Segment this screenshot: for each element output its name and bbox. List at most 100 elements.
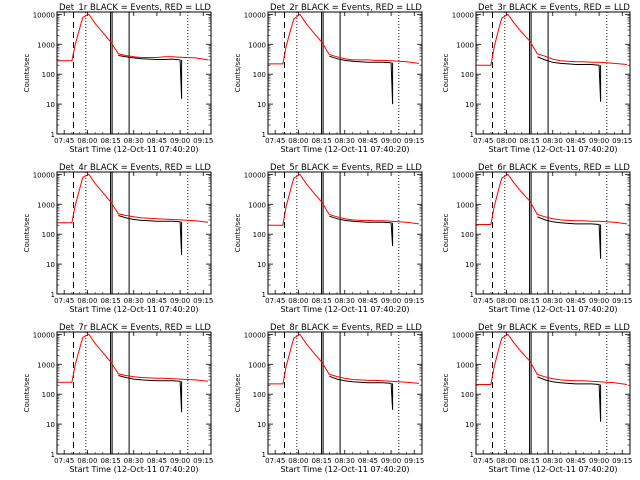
x-tick-label: 09:15 <box>193 137 213 145</box>
y-axis-label: Counts/sec <box>23 54 31 93</box>
plot-frame <box>475 331 631 455</box>
events-series-line <box>329 215 394 247</box>
x-axis-label: Start Time (12-Oct-11 07:40:20) <box>69 305 198 314</box>
plot-frame <box>267 11 423 135</box>
x-tick-label: 08:30 <box>124 297 144 305</box>
y-axis-label: Counts/sec <box>234 374 242 413</box>
x-tick-label: 09:00 <box>170 457 190 465</box>
events-series-line <box>537 216 602 259</box>
y-tick-label: 1 <box>51 451 55 459</box>
x-tick-label: 09:00 <box>589 457 609 465</box>
panel-title: Det_5r BLACK = Events, RED = LLD <box>270 163 422 173</box>
x-tick-label: 08:30 <box>335 457 355 465</box>
y-tick-label: 100 <box>253 231 266 239</box>
y-tick-label: 1 <box>262 131 266 139</box>
x-tick-label: 08:30 <box>543 457 563 465</box>
x-tick-label: 07:45 <box>265 297 285 305</box>
x-axis-label: Start Time (12-Oct-11 07:40:20) <box>69 145 198 154</box>
x-tick-label: 08:15 <box>100 297 120 305</box>
x-tick-label: 09:15 <box>193 457 213 465</box>
x-tick-label: 08:00 <box>77 137 97 145</box>
y-tick-label: 10000 <box>244 11 266 19</box>
x-tick-label: 08:30 <box>335 297 355 305</box>
y-tick-label: 10 <box>465 101 474 109</box>
lld-series-line <box>267 173 419 226</box>
x-tick-label: 08:45 <box>358 137 378 145</box>
x-tick-label: 08:00 <box>496 457 516 465</box>
y-axis-label: Counts/sec <box>442 374 450 413</box>
x-tick-label: 08:00 <box>496 137 516 145</box>
lld-series-line <box>56 333 208 383</box>
x-tick-label: 08:45 <box>566 137 586 145</box>
panel-title: Det_8r BLACK = Events, RED = LLD <box>270 323 422 333</box>
x-tick-label: 08:15 <box>519 297 539 305</box>
x-tick-label: 08:00 <box>77 297 97 305</box>
lld-series-line <box>267 13 419 65</box>
panel-title: Det_4r BLACK = Events, RED = LLD <box>59 163 211 173</box>
plot-frame <box>56 11 212 135</box>
panel-title: Det_2r BLACK = Events, RED = LLD <box>270 3 422 13</box>
y-tick-label: 1000 <box>37 41 55 49</box>
events-series-line <box>329 375 394 410</box>
y-axis-label: Counts/sec <box>234 214 242 253</box>
x-tick-label: 09:00 <box>381 297 401 305</box>
y-tick-label: 1 <box>262 291 266 299</box>
x-tick-label: 09:00 <box>381 457 401 465</box>
x-tick-label: 07:45 <box>54 457 74 465</box>
x-tick-label: 09:00 <box>170 137 190 145</box>
y-tick-label: 10 <box>257 101 266 109</box>
x-tick-label: 08:00 <box>496 297 516 305</box>
x-tick-label: 08:15 <box>311 137 331 145</box>
panel-title: Det_3r BLACK = Events, RED = LLD <box>478 3 630 13</box>
y-tick-label: 1 <box>51 131 55 139</box>
x-tick-label: 09:15 <box>404 457 424 465</box>
y-tick-label: 100 <box>461 391 474 399</box>
events-series-line <box>118 375 183 413</box>
y-tick-label: 10 <box>46 421 55 429</box>
plot-frame <box>475 11 631 135</box>
y-tick-label: 10000 <box>33 331 55 339</box>
y-axis-label: Counts/sec <box>442 214 450 253</box>
plot-frame <box>56 331 212 455</box>
x-tick-label: 09:15 <box>612 137 632 145</box>
y-tick-label: 1000 <box>456 41 474 49</box>
y-tick-label: 10 <box>465 421 474 429</box>
detector-panel: Det_2r BLACK = Events, RED = LLD Counts/s… <box>234 3 424 154</box>
panels-grid: Det_1r BLACK = Events, RED = LLD Counts/s… <box>23 3 632 474</box>
x-axis-label: Start Time (12-Oct-11 07:40:20) <box>488 145 617 154</box>
y-tick-label: 10000 <box>452 11 474 19</box>
y-tick-label: 100 <box>42 391 55 399</box>
x-axis-label: Start Time (12-Oct-11 07:40:20) <box>488 465 617 474</box>
x-tick-label: 08:15 <box>311 457 331 465</box>
x-tick-label: 08:30 <box>124 137 144 145</box>
y-tick-label: 10 <box>46 261 55 269</box>
x-tick-label: 08:15 <box>519 137 539 145</box>
y-tick-label: 100 <box>253 391 266 399</box>
detector-panel: Det_6r BLACK = Events, RED = LLD Counts/s… <box>442 163 632 314</box>
y-tick-label: 10000 <box>33 171 55 179</box>
detector-panel: Det_8r BLACK = Events, RED = LLD Counts/s… <box>234 323 424 474</box>
y-tick-label: 1 <box>470 291 474 299</box>
y-tick-label: 10 <box>257 421 266 429</box>
plot-frame <box>267 171 423 295</box>
y-tick-label: 1000 <box>456 201 474 209</box>
x-tick-label: 08:15 <box>311 297 331 305</box>
y-tick-label: 100 <box>42 231 55 239</box>
x-tick-label: 07:45 <box>54 297 74 305</box>
lld-series-line <box>475 173 627 225</box>
x-tick-label: 08:45 <box>566 297 586 305</box>
y-axis-label: Counts/sec <box>442 54 450 93</box>
x-tick-label: 08:15 <box>100 457 120 465</box>
x-tick-label: 08:15 <box>519 457 539 465</box>
x-tick-label: 07:45 <box>473 297 493 305</box>
x-axis-label: Start Time (12-Oct-11 07:40:20) <box>280 465 409 474</box>
panel-title: Det_7r BLACK = Events, RED = LLD <box>59 323 211 333</box>
x-tick-label: 08:45 <box>147 137 167 145</box>
x-tick-label: 07:45 <box>473 457 493 465</box>
x-tick-label: 08:00 <box>288 457 308 465</box>
y-tick-label: 10000 <box>452 171 474 179</box>
y-tick-label: 1000 <box>456 361 474 369</box>
x-tick-label: 08:45 <box>147 297 167 305</box>
x-tick-label: 09:00 <box>381 137 401 145</box>
